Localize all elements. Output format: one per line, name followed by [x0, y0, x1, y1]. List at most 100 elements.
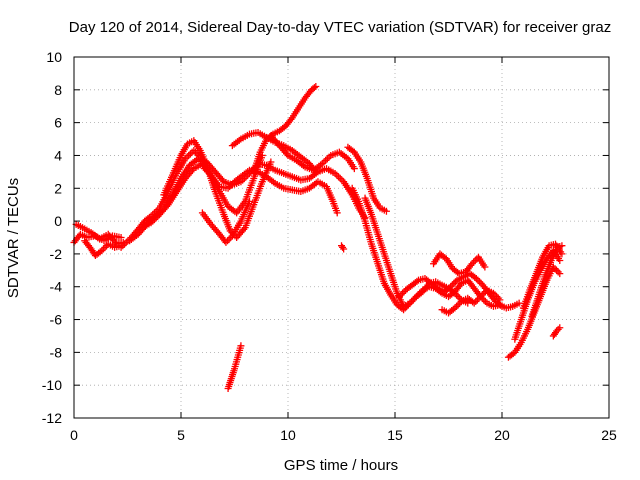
- y-tick-label: 10: [46, 49, 62, 65]
- axis-ticks: [73, 56, 610, 419]
- data-point: [350, 165, 358, 173]
- data-point: [403, 302, 411, 310]
- tick-labels: 0 5 10 15 20 25 -12 -10 -8 -6 -4 -2 0 2 4 6 8 10: [42, 49, 617, 443]
- data-point: [451, 278, 459, 286]
- data-point: [515, 299, 523, 307]
- data-point: [312, 83, 320, 91]
- data-points: [70, 83, 566, 392]
- series-arc-20: [504, 263, 564, 361]
- data-point: [496, 296, 504, 304]
- data-point: [406, 299, 414, 307]
- series-arc-22: [224, 342, 245, 392]
- y-axis-label: SDTVAR / TECUs: [5, 178, 22, 298]
- data-point: [494, 294, 502, 302]
- data-point: [551, 265, 559, 273]
- data-point: [468, 260, 476, 268]
- x-tick-label: 10: [280, 427, 296, 443]
- data-point: [470, 299, 478, 307]
- data-point: [498, 302, 506, 310]
- data-point: [476, 278, 484, 286]
- data-point: [453, 302, 461, 310]
- data-point: [283, 150, 291, 158]
- data-point: [473, 296, 481, 304]
- data-point: [382, 207, 390, 215]
- x-tick-label: 20: [494, 427, 510, 443]
- data-point: [333, 209, 341, 217]
- data-point: [224, 237, 232, 245]
- y-tick-label: -4: [50, 279, 63, 295]
- data-point: [454, 301, 462, 309]
- data-point: [395, 293, 403, 301]
- y-tick-label: -12: [42, 410, 62, 426]
- data-point: [188, 166, 196, 174]
- y-tick-label: 2: [54, 180, 62, 196]
- data-point: [240, 225, 248, 233]
- chart-title: Day 120 of 2014, Sidereal Day-to-day VTE…: [69, 19, 611, 36]
- data-point: [413, 277, 421, 285]
- data-point: [218, 176, 226, 184]
- grid: [74, 57, 609, 418]
- y-tick-label: 6: [54, 115, 62, 131]
- data-point: [397, 291, 405, 299]
- data-point: [472, 297, 480, 305]
- series-arc-23: [549, 324, 564, 340]
- plot-frame: [73, 56, 610, 419]
- data-point: [450, 279, 458, 287]
- x-axis-label: GPS time / hours: [284, 457, 398, 474]
- data-point: [339, 243, 347, 251]
- series-arc-10: [250, 83, 320, 176]
- data-point: [101, 243, 109, 251]
- data-point: [398, 289, 406, 297]
- data-point: [237, 342, 245, 350]
- data-point: [451, 304, 459, 312]
- x-tick-label: 25: [601, 427, 617, 443]
- y-tick-label: -8: [50, 344, 63, 360]
- data-point: [553, 266, 561, 274]
- series-arc-17: [438, 286, 504, 317]
- data-point: [163, 202, 171, 210]
- series-arc-08: [198, 197, 253, 246]
- data-point: [225, 235, 233, 243]
- data-point: [193, 150, 201, 158]
- data-point: [454, 293, 462, 301]
- data-point: [287, 115, 295, 123]
- y-tick-label: -6: [50, 312, 63, 328]
- data-point: [451, 289, 459, 297]
- data-point: [409, 296, 417, 304]
- y-tick-label: 4: [54, 147, 62, 163]
- series-arc-11: [267, 132, 358, 174]
- data-point: [471, 256, 479, 264]
- series-arc-12: [344, 143, 390, 215]
- data-point: [474, 276, 482, 284]
- data-point: [245, 197, 253, 205]
- series-arc-03: [81, 237, 125, 260]
- data-point: [556, 256, 564, 264]
- series-arc-24: [338, 242, 348, 253]
- data-point: [453, 291, 461, 299]
- series-arc-14: [348, 184, 472, 314]
- data-point: [481, 263, 489, 271]
- data-point: [549, 263, 557, 271]
- series-arc-21: [519, 240, 566, 312]
- x-tick-label: 15: [387, 427, 403, 443]
- data-point: [340, 245, 348, 253]
- data-point: [554, 268, 562, 276]
- data-point: [480, 289, 488, 297]
- y-tick-label: 0: [54, 213, 62, 229]
- x-tick-label: 5: [177, 427, 185, 443]
- data-point: [408, 297, 416, 305]
- data-point: [470, 258, 478, 266]
- y-tick-label: -2: [50, 246, 63, 262]
- data-point: [554, 325, 562, 333]
- data-point: [489, 289, 497, 297]
- data-point: [222, 238, 230, 246]
- x-tick-label: 0: [70, 427, 78, 443]
- data-point: [475, 294, 483, 302]
- data-point: [472, 275, 480, 283]
- data-point: [480, 296, 488, 304]
- data-point: [558, 250, 566, 258]
- data-point: [267, 158, 275, 166]
- data-point: [477, 293, 485, 301]
- data-point: [227, 234, 235, 241]
